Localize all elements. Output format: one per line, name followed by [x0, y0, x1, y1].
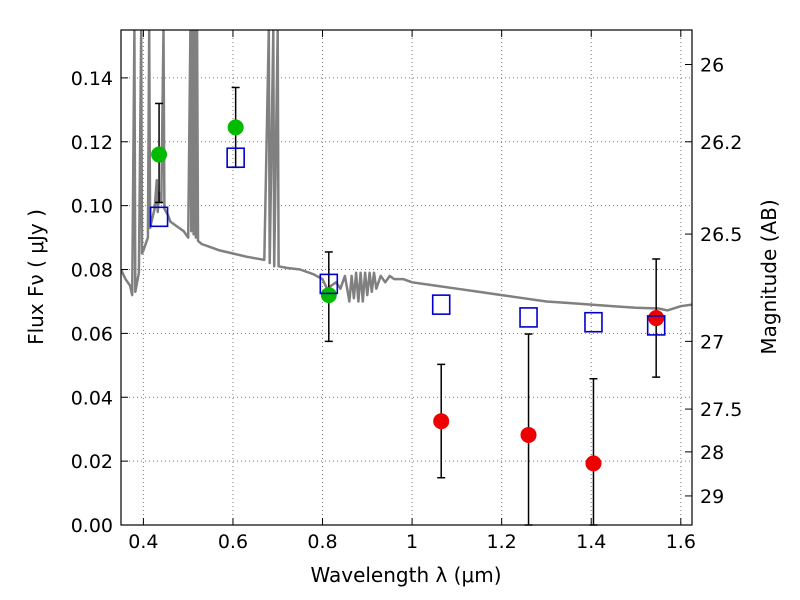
y2-tick-label: 28 — [700, 442, 724, 464]
x-tick-label: 1 — [406, 531, 418, 553]
data-point-square — [646, 315, 666, 336]
y-tick-label: 0.12 — [71, 132, 113, 154]
plot-background — [121, 30, 692, 525]
grid — [121, 30, 692, 526]
marker-layer — [149, 119, 666, 472]
x-tick-label: 1.6 — [666, 531, 696, 553]
y-tick-label: 0.10 — [71, 196, 113, 218]
data-point-square — [226, 147, 245, 169]
data-point-circle — [520, 426, 537, 443]
x-tick-label: 0.8 — [307, 531, 337, 553]
y-tick-label: 0.14 — [71, 68, 113, 90]
data-point-circle — [648, 310, 665, 327]
data-point-circle — [585, 455, 602, 472]
x-axis: 0.4 0.6 0.8 1 1.2 1.4 1.6 — [128, 30, 696, 553]
y-tick-label: 0.06 — [71, 323, 113, 345]
plot-frame — [120, 29, 693, 526]
y2-axis: 26 26.2 26.5 27 27.5 28 29 — [685, 54, 742, 508]
y-tick-label: 0.02 — [71, 451, 113, 473]
y-tick-label: 0.08 — [71, 260, 113, 282]
y2-tick-label: 26 — [700, 54, 724, 76]
data-point-circle — [151, 146, 168, 163]
y2-tick-label: 26.5 — [700, 224, 742, 246]
y-axis: 0.00 0.02 0.04 0.06 0.08 0.10 0.12 0.14 — [71, 68, 128, 537]
data-point-circle — [227, 119, 244, 136]
x-tick-label: 0.6 — [218, 531, 248, 553]
y-tick-label: 0.04 — [71, 387, 113, 409]
y2-tick-label: 29 — [700, 486, 724, 508]
data-point-square — [431, 294, 451, 315]
y-axis-label: Flux Fν ( μJy ) — [24, 209, 48, 345]
model-spectrum-layer — [121, 30, 692, 312]
y2-tick-label: 27.5 — [700, 399, 742, 421]
data-point-circle — [433, 413, 450, 430]
y2-tick-label: 26.2 — [700, 132, 742, 154]
y2-axis-label: Magnitude (AB) — [757, 199, 781, 354]
data-point-circle — [320, 287, 337, 304]
x-tick-label: 0.4 — [128, 531, 158, 553]
data-point-square — [149, 206, 169, 228]
model-spectrum-line — [121, 30, 692, 312]
x-axis-label: Wavelength λ (μm) — [310, 563, 501, 587]
x-tick-label: 1.4 — [576, 531, 606, 553]
data-point-square — [319, 273, 339, 295]
x-tick-label: 1.2 — [487, 531, 517, 553]
y2-tick-label: 27 — [700, 331, 724, 353]
data-point-square — [519, 307, 538, 328]
data-point-square — [584, 311, 603, 333]
y-tick-label: 0.00 — [71, 515, 113, 537]
